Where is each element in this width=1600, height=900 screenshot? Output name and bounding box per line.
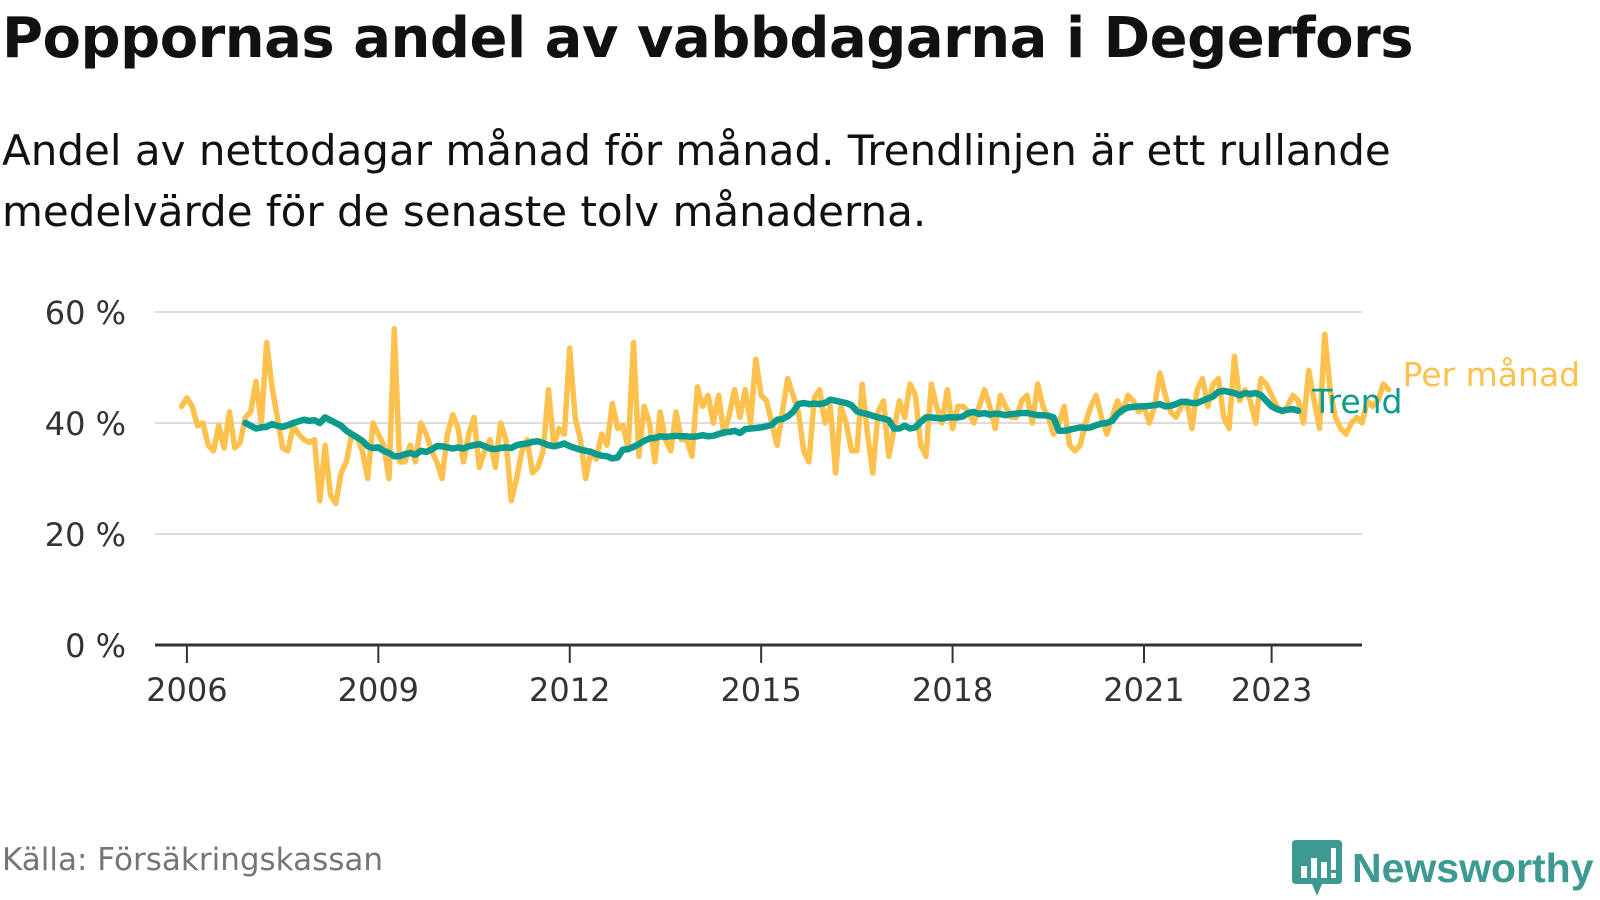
x-tick-label: 2023 xyxy=(1231,671,1312,709)
x-tick-label: 2015 xyxy=(720,671,801,709)
x-axis-ticks: 2006 2009 2012 2015 2018 2021 2023 xyxy=(146,645,1312,709)
brand-logo: Newsworthy xyxy=(1292,840,1594,896)
chart-title: Poppornas andel av vabbdagarna i Degerfo… xyxy=(2,6,1414,71)
series-end-label: Per månad xyxy=(1403,355,1581,394)
series-lines xyxy=(178,325,1392,507)
x-tick-label: 2018 xyxy=(912,671,993,709)
x-tick-label: 2009 xyxy=(338,671,419,709)
gridlines xyxy=(155,311,1362,647)
y-axis-ticks: 0 % 20 % 40 % 60 % xyxy=(45,294,126,665)
y-tick-label: 40 % xyxy=(45,405,126,443)
source-note: Källa: Försäkringskassan xyxy=(2,842,384,878)
series-end-label: Trend xyxy=(1311,382,1402,421)
x-tick-label: 2021 xyxy=(1103,671,1184,709)
series-line-trend xyxy=(242,387,1302,462)
y-tick-label: 60 % xyxy=(45,294,126,332)
chart-subtitle: Andel av nettodagar månad för månad. Tre… xyxy=(2,126,1391,236)
x-tick-label: 2012 xyxy=(529,671,610,709)
brand-name: Newsworthy xyxy=(1352,844,1594,891)
y-tick-label: 20 % xyxy=(45,516,126,554)
x-tick-label: 2006 xyxy=(146,671,227,709)
bar-chart-exclamation-icon xyxy=(1292,840,1342,896)
series-line-per-manad xyxy=(178,325,1392,507)
y-tick-label: 0 % xyxy=(65,627,126,665)
